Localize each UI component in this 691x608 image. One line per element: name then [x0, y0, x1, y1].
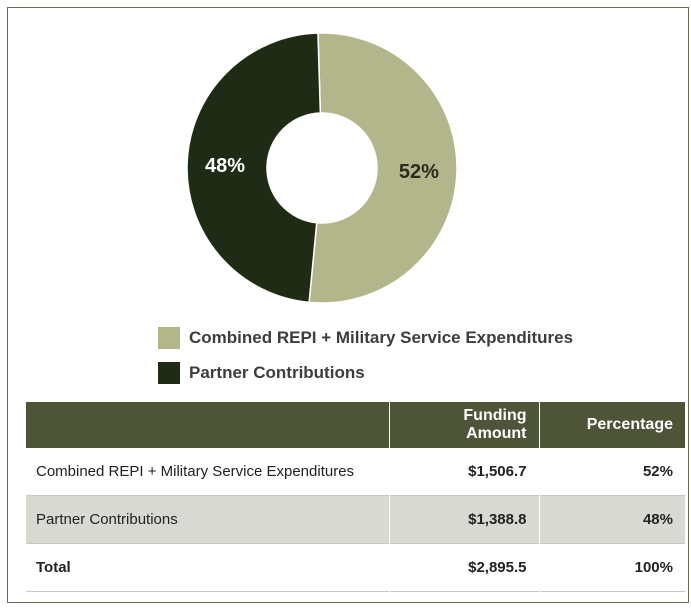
table-row-total: Total $2,895.5 100% [26, 543, 685, 592]
table-row: Partner Contributions $1,388.8 48% [26, 495, 685, 544]
row-amount: $2,895.5 [388, 543, 539, 592]
row-amount: $1,388.8 [388, 495, 539, 544]
table-row: Combined REPI + Military Service Expendi… [26, 448, 685, 496]
row-percent: 48% [538, 495, 685, 544]
legend-swatch-partner-contributions [158, 362, 180, 384]
row-name: Combined REPI + Military Service Expendi… [36, 463, 355, 480]
row-percent: 52% [538, 448, 685, 496]
table-header-row: Funding Amount Percentage [26, 402, 685, 448]
donut-chart: 52% 48% [186, 32, 458, 304]
row-name: Total [36, 559, 71, 576]
row-amount: $1,506.7 [388, 448, 539, 496]
slice-label-partner-contributions: 48% [205, 155, 245, 177]
slice-combined-repi [308, 32, 458, 304]
legend-item-partner-contributions: Partner Contributions [158, 361, 365, 385]
legend-item-combined-repi: Combined REPI + Military Service Expendi… [158, 326, 573, 350]
row-name: Partner Contributions [26, 495, 389, 544]
funding-table: Funding Amount Percentage Combined REPI … [26, 402, 685, 592]
legend-label-combined-repi: Combined REPI + Military Service Expendi… [189, 328, 574, 347]
legend-label-partner-contributions: Partner Contributions [189, 363, 365, 382]
slice-partner-contributions [186, 32, 322, 304]
header-category [26, 402, 389, 448]
row-percent: 100% [538, 543, 685, 592]
legend-swatch-combined-repi [158, 327, 180, 349]
header-percentage: Percentage [538, 402, 685, 448]
slice-label-combined-repi: 52% [399, 161, 439, 183]
header-funding-amount: Funding Amount [388, 402, 539, 448]
